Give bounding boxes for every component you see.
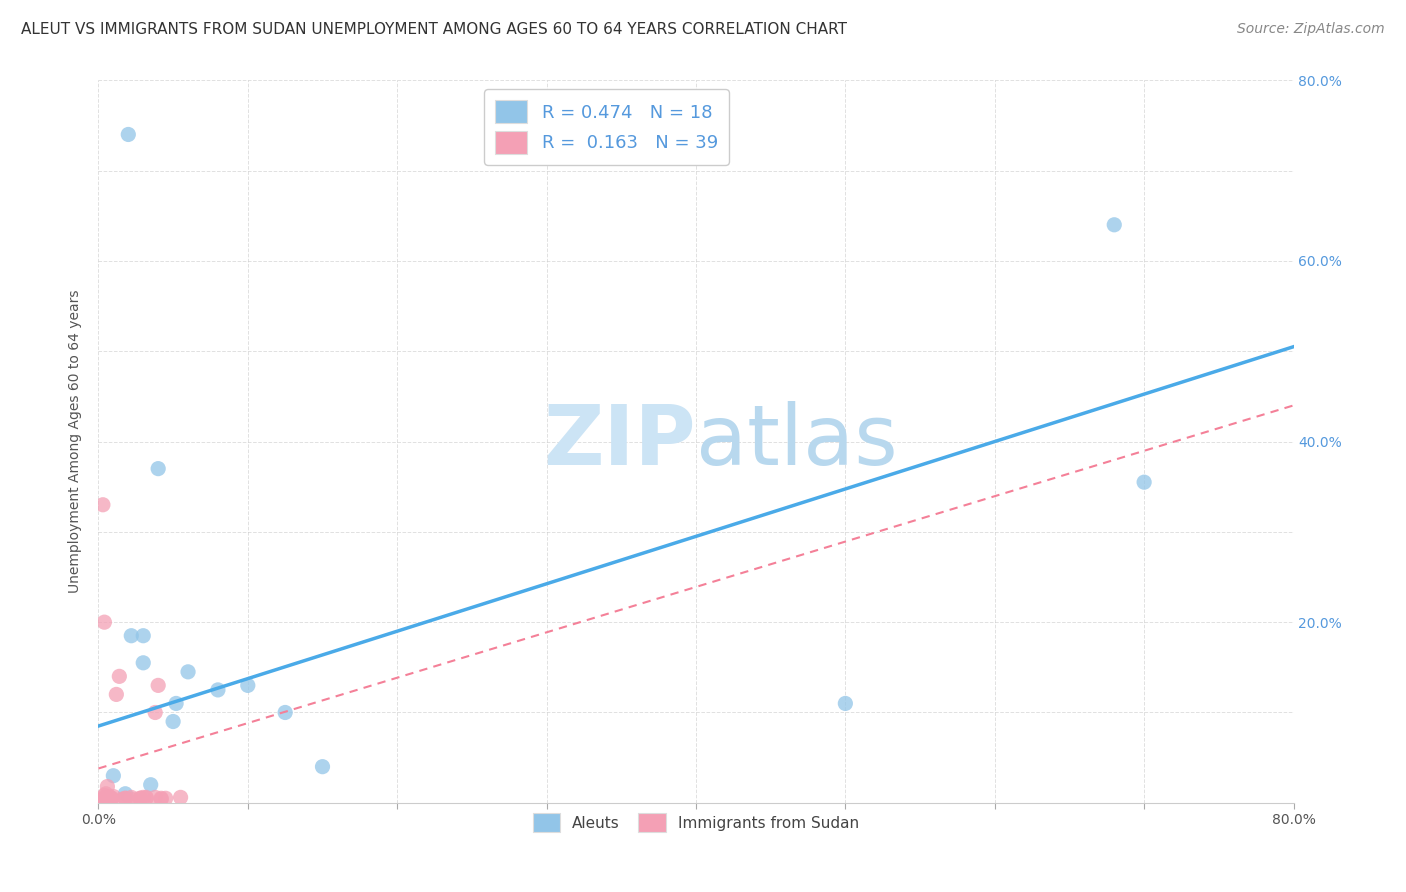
Point [114, 791, 136, 805]
Point [103, 789, 125, 804]
Point [91, 498, 114, 512]
Point [93, 791, 115, 805]
Point [236, 678, 259, 692]
Point [93, 789, 115, 803]
Point [114, 787, 136, 801]
Point [143, 790, 166, 805]
Text: atlas: atlas [696, 401, 897, 482]
Point [114, 791, 136, 805]
Point [90, 793, 112, 807]
Legend: Aleuts, Immigrants from Sudan: Aleuts, Immigrants from Sudan [526, 806, 866, 838]
Point [96, 780, 118, 794]
Text: ZIP: ZIP [544, 401, 696, 482]
Point [132, 629, 155, 643]
Point [1104, 218, 1126, 232]
Point [148, 461, 170, 475]
Point [93, 615, 115, 630]
Point [98, 792, 122, 806]
Point [117, 128, 139, 142]
Point [135, 790, 157, 805]
Point [143, 706, 166, 720]
Point [150, 792, 173, 806]
Text: Source: ZipAtlas.com: Source: ZipAtlas.com [1237, 22, 1385, 37]
Point [96, 791, 118, 805]
Point [120, 790, 142, 805]
Point [274, 706, 297, 720]
Point [94, 792, 117, 806]
Point [120, 792, 142, 806]
Point [96, 791, 118, 805]
Point [311, 760, 333, 774]
Point [91, 792, 114, 806]
Point [94, 787, 117, 801]
Point [132, 656, 155, 670]
Point [139, 778, 162, 792]
Point [177, 665, 200, 679]
Point [129, 791, 152, 805]
Point [155, 791, 177, 805]
Point [834, 697, 856, 711]
Point [165, 697, 187, 711]
Point [91, 792, 114, 806]
Point [135, 791, 157, 805]
Text: ALEUT VS IMMIGRANTS FROM SUDAN UNEMPLOYMENT AMONG AGES 60 TO 64 YEARS CORRELATIO: ALEUT VS IMMIGRANTS FROM SUDAN UNEMPLOYM… [21, 22, 846, 37]
Point [120, 629, 142, 643]
Point [94, 792, 117, 806]
Point [103, 769, 125, 783]
Point [148, 678, 170, 692]
Point [101, 791, 124, 805]
Point [169, 790, 191, 805]
Point [150, 791, 173, 805]
Point [108, 669, 131, 683]
Point [162, 714, 184, 729]
Point [97, 790, 120, 805]
Point [1133, 475, 1156, 490]
Point [132, 790, 155, 805]
Point [90, 793, 112, 807]
Point [207, 682, 229, 697]
Point [129, 791, 152, 805]
Point [105, 687, 128, 701]
Point [111, 792, 134, 806]
Y-axis label: Unemployment Among Ages 60 to 64 years: Unemployment Among Ages 60 to 64 years [69, 290, 83, 593]
Point [98, 790, 122, 805]
Point [93, 791, 115, 805]
